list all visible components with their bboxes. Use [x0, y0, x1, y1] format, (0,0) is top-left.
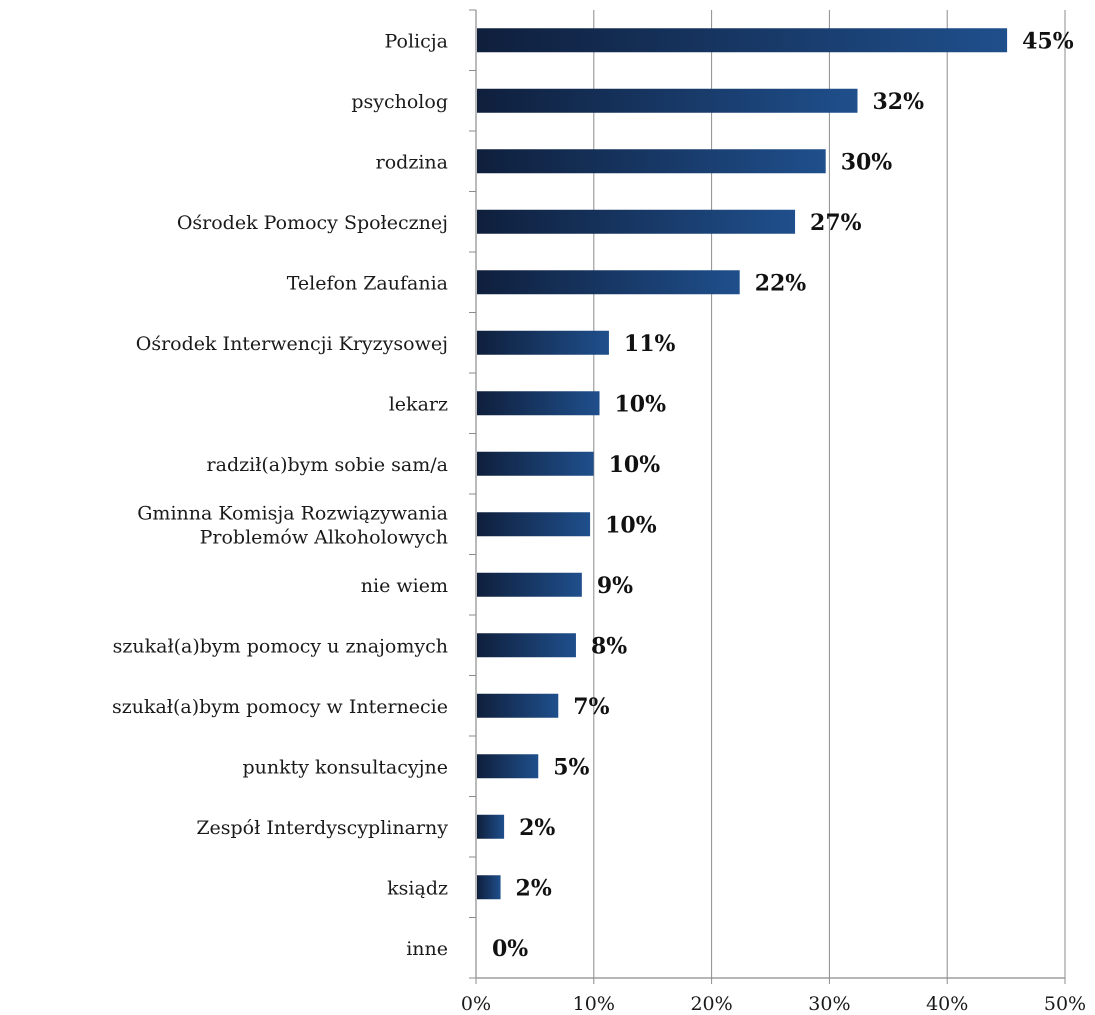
data-label: 2% [516, 875, 552, 901]
x-tick-label: 50% [1044, 993, 1086, 1015]
data-label: 32% [872, 89, 924, 115]
bar [477, 814, 505, 839]
bar [477, 512, 591, 537]
bar [477, 88, 858, 113]
category-label: szukał(a)bym pomocy u znajomych [113, 635, 448, 657]
bars [477, 28, 1008, 900]
data-label: 9% [597, 573, 633, 599]
x-tick-label: 10% [573, 993, 615, 1015]
x-tick-label: 30% [808, 993, 850, 1015]
x-tick-label: 40% [926, 993, 968, 1015]
data-label: 10% [615, 391, 667, 417]
bar [477, 451, 594, 476]
bar [477, 633, 576, 658]
bar [477, 875, 501, 900]
category-label: Telefon Zaufania [287, 272, 448, 294]
category-label: Ośrodek Interwencji Kryzysowej [136, 333, 448, 355]
category-label: Ośrodek Pomocy Społecznej [177, 212, 448, 234]
category-label: nie wiem [361, 575, 448, 597]
category-label: psycholog [351, 91, 448, 113]
x-tick-label: 0% [461, 993, 491, 1015]
data-label: 5% [553, 754, 589, 780]
data-label: 0% [492, 936, 528, 962]
bar [477, 28, 1008, 53]
bar [477, 754, 539, 779]
data-label: 10% [609, 452, 661, 478]
axes [469, 9, 1066, 984]
data-label: 2% [519, 815, 555, 841]
data-label: 27% [810, 210, 862, 236]
bar [477, 270, 740, 295]
category-label: punkty konsultacyjne [242, 756, 448, 778]
category-label: rodzina [376, 151, 448, 173]
data-label: 30% [841, 149, 893, 175]
bar [477, 572, 582, 597]
data-label: 8% [591, 633, 627, 659]
category-label: ksiądz [387, 877, 448, 899]
category-label: Problemów Alkoholowych [200, 526, 448, 548]
category-label: szukał(a)bym pomocy w Internecie [112, 696, 448, 718]
bar [477, 149, 826, 174]
data-label: 11% [624, 331, 676, 357]
data-label: 7% [573, 694, 609, 720]
data-label: 45% [1022, 28, 1074, 54]
category-label: radził(a)bym sobie sam/a [207, 454, 448, 476]
data-label: 22% [755, 270, 807, 296]
category-label: Policja [385, 30, 448, 52]
category-label: Zespół Interdyscyplinarny [196, 817, 448, 839]
category-label: inne [406, 938, 448, 960]
bar [477, 330, 609, 355]
category-label: lekarz [389, 393, 448, 415]
data-label: 10% [605, 512, 657, 538]
labels: 0% 10% 20% 30% 40% 50% 45% Policja 32% psycholog 3… [112, 28, 1086, 1015]
x-tick-label: 20% [690, 993, 732, 1015]
bar [477, 693, 559, 718]
bar [477, 391, 600, 416]
bar [477, 209, 796, 234]
category-label: Gminna Komisja Rozwiązywania [137, 502, 448, 524]
